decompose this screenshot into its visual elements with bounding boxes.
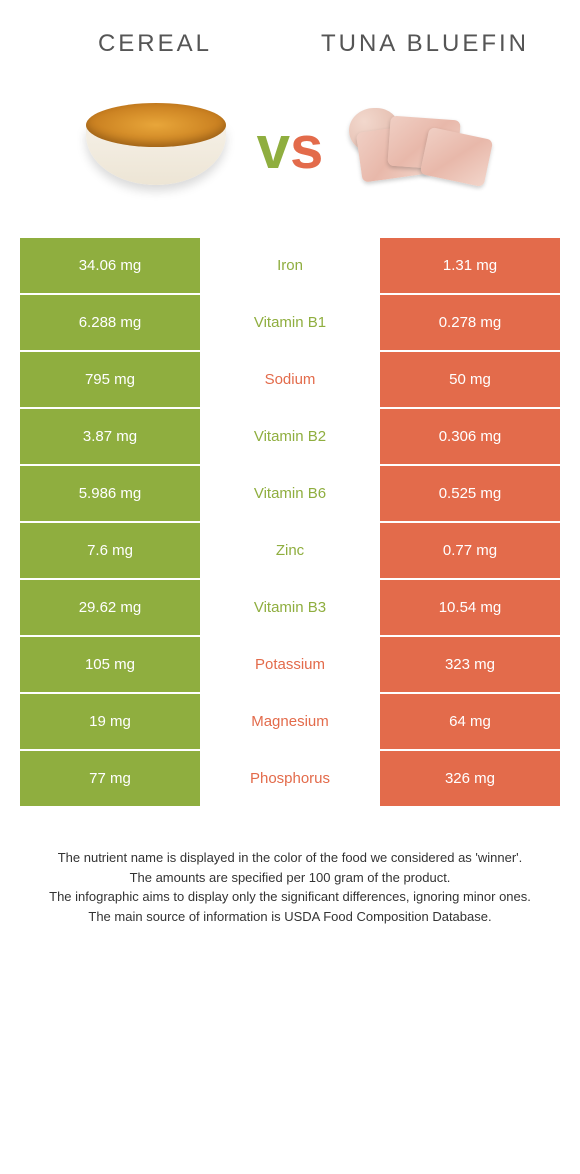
image-row: vs <box>0 68 580 238</box>
table-row: 19 mgMagnesium64 mg <box>20 694 560 749</box>
left-value: 29.62 mg <box>20 580 200 635</box>
vs-s: s <box>290 114 323 181</box>
nutrient-label: Vitamin B2 <box>200 409 380 464</box>
tuna-image <box>339 88 509 208</box>
nutrient-table: 34.06 mgIron1.31 mg6.288 mgVitamin B10.2… <box>0 238 580 806</box>
nutrient-label: Iron <box>200 238 380 293</box>
table-row: 6.288 mgVitamin B10.278 mg <box>20 295 560 350</box>
right-value: 10.54 mg <box>380 580 560 635</box>
left-value: 7.6 mg <box>20 523 200 578</box>
right-food-title: Tuna Bluefin <box>290 30 560 58</box>
footer-line: The main source of information is USDA F… <box>30 907 550 927</box>
right-value: 326 mg <box>380 751 560 806</box>
footer-line: The amounts are specified per 100 gram o… <box>30 868 550 888</box>
nutrient-label: Sodium <box>200 352 380 407</box>
nutrient-label: Vitamin B1 <box>200 295 380 350</box>
vs-label: vs <box>251 118 330 178</box>
left-value: 77 mg <box>20 751 200 806</box>
nutrient-label: Potassium <box>200 637 380 692</box>
right-value: 0.77 mg <box>380 523 560 578</box>
left-value: 105 mg <box>20 637 200 692</box>
vs-v: v <box>257 114 290 181</box>
right-value: 0.525 mg <box>380 466 560 521</box>
nutrient-label: Zinc <box>200 523 380 578</box>
table-row: 3.87 mgVitamin B20.306 mg <box>20 409 560 464</box>
right-value: 323 mg <box>380 637 560 692</box>
left-value: 19 mg <box>20 694 200 749</box>
table-row: 77 mgPhosphorus326 mg <box>20 751 560 806</box>
table-row: 29.62 mgVitamin B310.54 mg <box>20 580 560 635</box>
nutrient-label: Phosphorus <box>200 751 380 806</box>
left-value: 5.986 mg <box>20 466 200 521</box>
right-value: 64 mg <box>380 694 560 749</box>
right-value: 1.31 mg <box>380 238 560 293</box>
right-value: 50 mg <box>380 352 560 407</box>
table-row: 5.986 mgVitamin B60.525 mg <box>20 466 560 521</box>
nutrient-label: Vitamin B6 <box>200 466 380 521</box>
left-value: 795 mg <box>20 352 200 407</box>
left-value: 3.87 mg <box>20 409 200 464</box>
table-row: 7.6 mgZinc0.77 mg <box>20 523 560 578</box>
footer-line: The infographic aims to display only the… <box>30 887 550 907</box>
right-value: 0.278 mg <box>380 295 560 350</box>
table-row: 795 mgSodium50 mg <box>20 352 560 407</box>
cereal-image <box>71 88 241 208</box>
right-value: 0.306 mg <box>380 409 560 464</box>
header: Cereal Tuna Bluefin <box>0 0 580 68</box>
left-food-title: Cereal <box>20 30 290 58</box>
footer-line: The nutrient name is displayed in the co… <box>30 848 550 868</box>
left-value: 6.288 mg <box>20 295 200 350</box>
table-row: 34.06 mgIron1.31 mg <box>20 238 560 293</box>
footer-notes: The nutrient name is displayed in the co… <box>0 808 580 946</box>
table-row: 105 mgPotassium323 mg <box>20 637 560 692</box>
left-value: 34.06 mg <box>20 238 200 293</box>
nutrient-label: Magnesium <box>200 694 380 749</box>
nutrient-label: Vitamin B3 <box>200 580 380 635</box>
